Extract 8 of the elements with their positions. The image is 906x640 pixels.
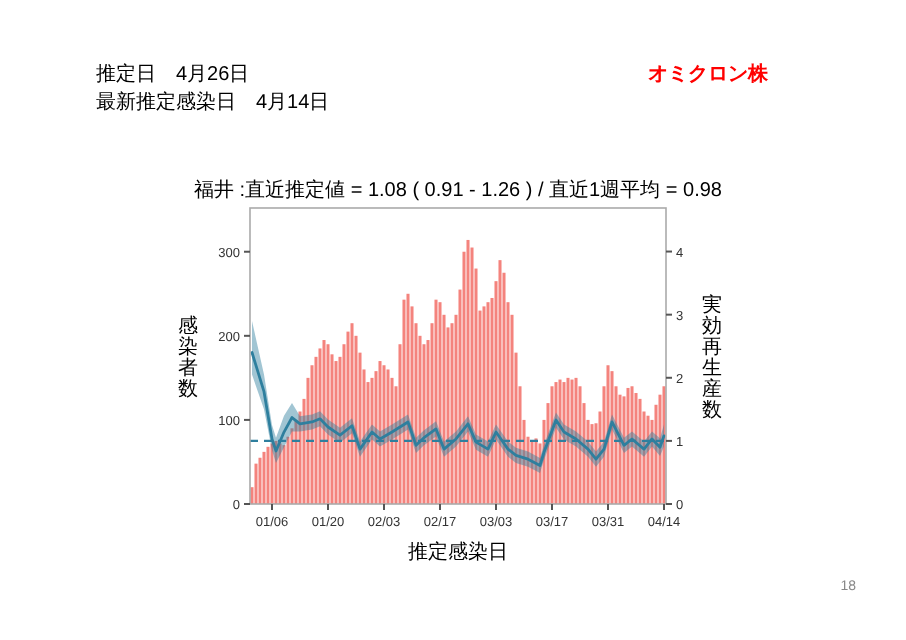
y2-axis-title: 実効再生産数	[702, 292, 722, 422]
chart-title: 福井 :直近推定値 = 1.08 ( 0.91 - 1.26 ) / 直近1週平均 = 0.98	[194, 178, 723, 202]
x-axis-title: 推定感染日	[408, 540, 508, 564]
text: オミクロン株	[648, 62, 770, 86]
y-axis-title: 感染者数	[178, 313, 198, 401]
line-series	[250, 351, 666, 467]
text: 最新推定感染日 4月14日	[96, 90, 330, 114]
text: 推定日 4月26日	[96, 62, 250, 86]
